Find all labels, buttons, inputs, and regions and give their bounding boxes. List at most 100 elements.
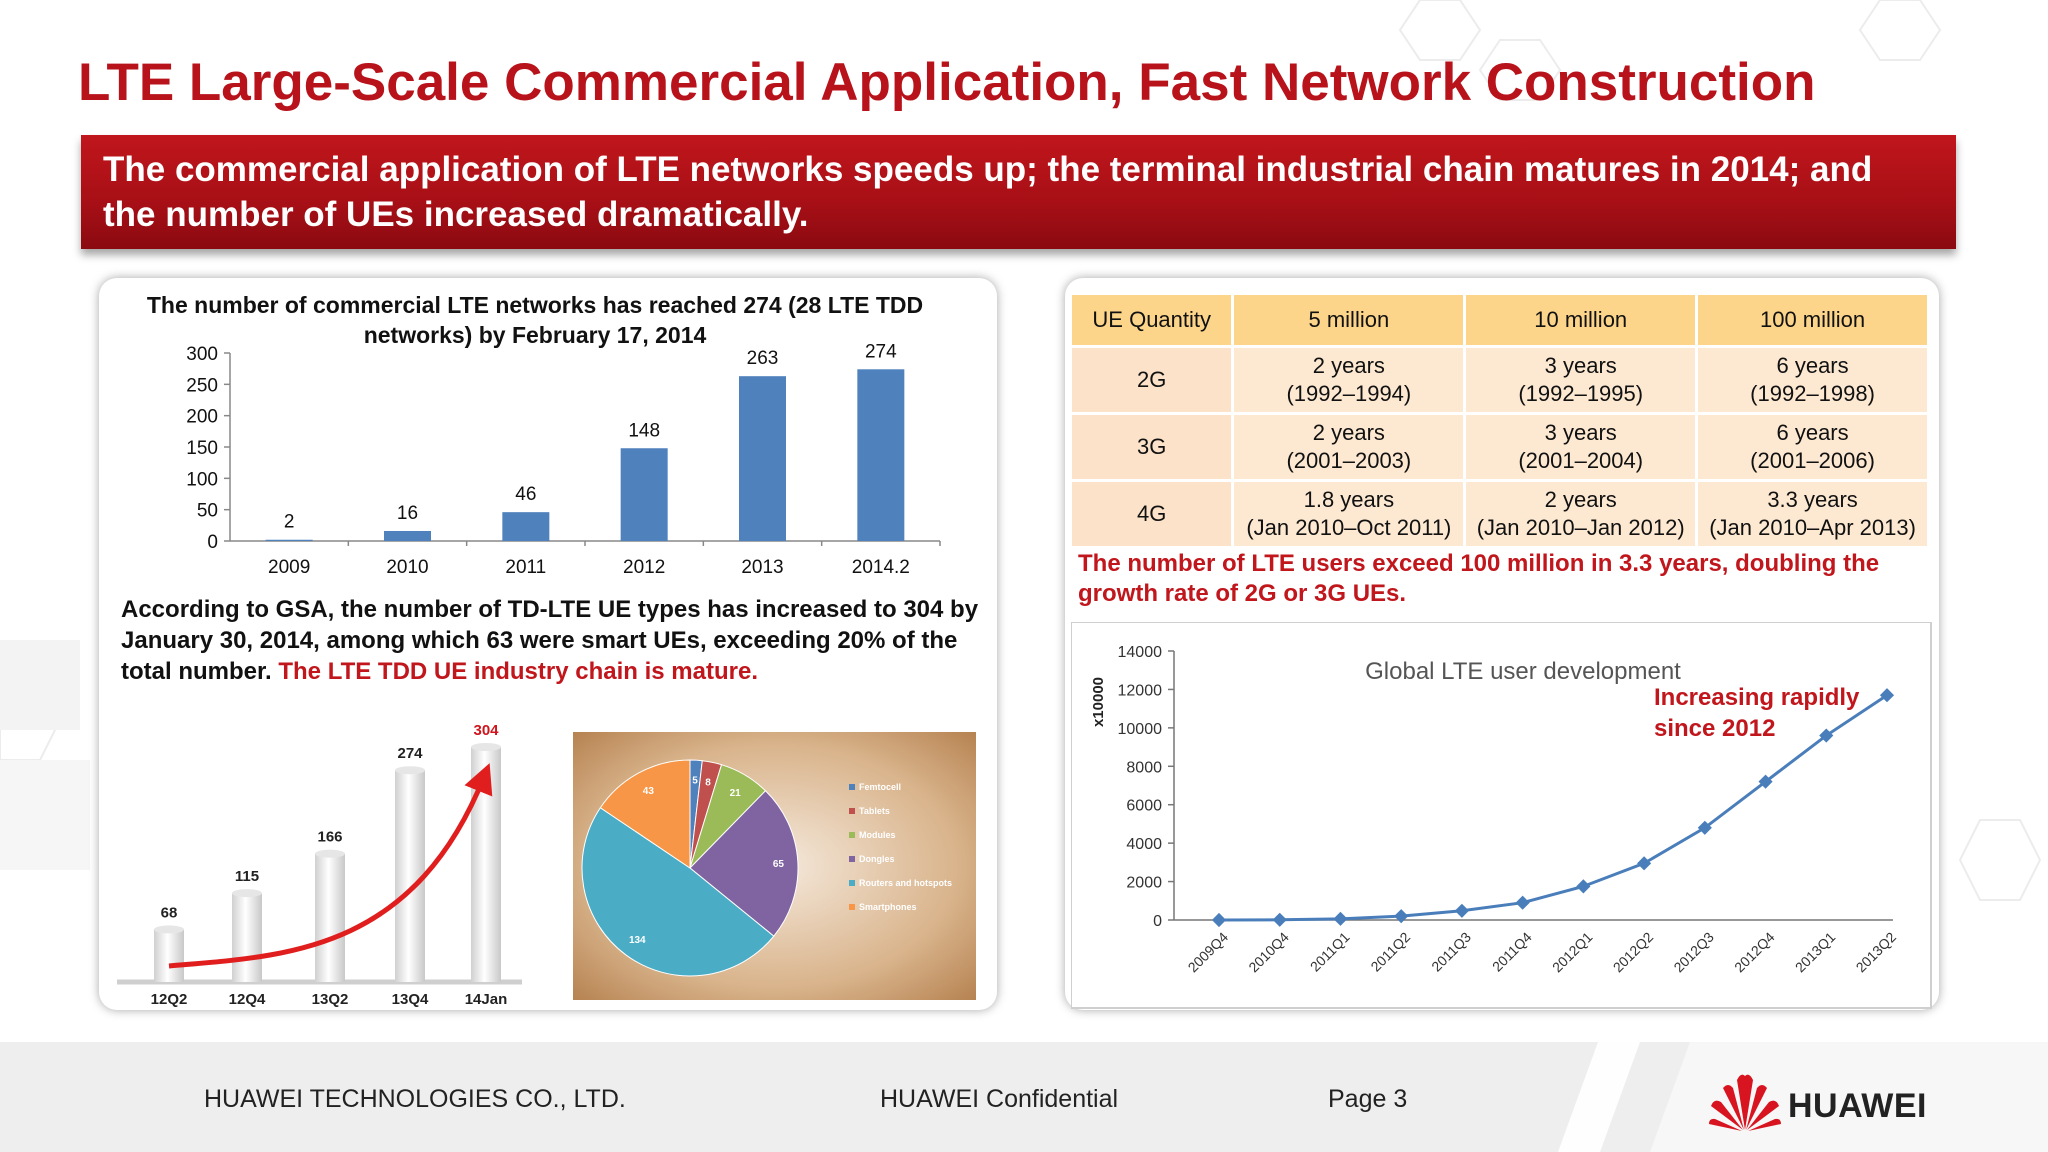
table-header-cell: UE Quantity: [1072, 295, 1232, 345]
data-label: 68: [161, 904, 178, 921]
data-label: 115: [235, 868, 259, 885]
legend-label: Smartphones: [859, 902, 917, 912]
slice-label: 5: [692, 776, 698, 787]
ue-types-bar-chart: 68 12Q2 115 12Q4 166 13Q2 274 13Q4 304 14Jan: [117, 722, 522, 1008]
table-cell: 3.3 years (Jan 2010–Apr 2013): [1698, 482, 1927, 546]
y-tick-label: 10000: [1118, 721, 1163, 738]
legend-swatch: [849, 904, 855, 910]
legend-label: Dongles: [859, 854, 895, 864]
y-tick-label: 200: [186, 407, 218, 428]
data-point: [1576, 879, 1591, 894]
bar: [471, 747, 501, 982]
x-tick-label: 14Jan: [465, 991, 508, 1008]
data-point: [1211, 912, 1227, 928]
y-tick-label: 4000: [1126, 836, 1162, 853]
bar: [857, 369, 905, 541]
x-tick-label: 12Q4: [229, 991, 266, 1008]
y-tick-label: 2000: [1126, 875, 1162, 892]
table-row: 4G 1.8 years (Jan 2010–Oct 2011) 2 years(…: [1072, 482, 1927, 546]
data-point: [1879, 688, 1895, 703]
networks-chart-title: The number of commercial LTE networks ha…: [146, 292, 924, 348]
table-header-cell: 10 million: [1466, 295, 1696, 345]
x-tick-label: 2011: [505, 557, 546, 578]
bar-top: [471, 743, 501, 751]
x-tick-label: 12Q2: [151, 991, 188, 1008]
y-tick-label: 14000: [1118, 644, 1163, 661]
trend-arrow: [168, 763, 493, 969]
banner-text: The commercial application of LTE networ…: [103, 150, 1873, 234]
lte-growth-note: The number of LTE users exceed 100 milli…: [1078, 550, 1880, 607]
data-label: 274: [397, 745, 423, 762]
huawei-logo-text: HUAWEI: [1788, 1087, 1927, 1125]
data-label: 304: [473, 722, 499, 739]
slice-label: 21: [730, 788, 742, 799]
x-tick-label: 2010: [386, 557, 428, 578]
summary-banner: The commercial application of LTE networ…: [81, 135, 1956, 249]
slice-label: 43: [643, 786, 655, 797]
data-point: [1272, 912, 1287, 927]
table-header-cell: 100 million: [1698, 295, 1927, 345]
bar: [154, 929, 184, 982]
bar: [502, 512, 550, 541]
table-cell: 6 years (2001–2006): [1698, 415, 1927, 479]
row-label: 2G: [1072, 348, 1232, 412]
y-tick-label: 100: [186, 469, 218, 490]
bar: [620, 448, 668, 541]
slice-label: 8: [705, 777, 711, 788]
data-label: 263: [747, 348, 779, 369]
legend-label: Tablets: [859, 806, 890, 816]
ue-type-pie-chart: 5 8 21 65 134 43 Femtocell Tablets Modules Dongle…: [573, 732, 976, 1000]
data-label: 274: [865, 341, 897, 362]
y-tick-label: 12000: [1118, 682, 1163, 699]
legend-swatch: [849, 784, 855, 790]
footer-company: HUAWEI TECHNOLOGIES CO., LTD.: [204, 1085, 626, 1113]
data-label: 148: [628, 420, 660, 441]
x-tick-label: 13Q4: [392, 991, 429, 1008]
table-cell: 2 years (1992–1994): [1234, 348, 1464, 412]
bar: [232, 893, 262, 982]
gsa-description: According to GSA, the number of TD-LTE U…: [121, 594, 981, 687]
table-cell: 3 years (2001–2004): [1466, 415, 1696, 479]
row-label: 4G: [1072, 482, 1232, 546]
bar: [265, 539, 313, 541]
gsa-text-normal: According to GSA, the number of TD-LTE U…: [121, 596, 979, 685]
commercial-networks-bar-chart: 0 50 100 150 200 250 300 2 2009 16 2010 46 2011 148 20…: [186, 341, 941, 578]
table-cell: 1.8 years (Jan 2010–Oct 2011): [1234, 482, 1464, 546]
slice-label: 65: [773, 859, 785, 870]
legend-swatch: [849, 808, 855, 814]
data-point: [1819, 728, 1834, 743]
x-tick-label: 2012: [623, 557, 665, 578]
data-label: 2: [284, 512, 295, 533]
bar: [739, 376, 786, 541]
series-line: [1218, 693, 1888, 922]
legend-label: Routers and hotspots: [859, 878, 952, 888]
pie-slice: [599, 759, 691, 869]
chart-title: Global LTE user development: [1365, 658, 1681, 685]
table-header-cell: 5 million: [1234, 295, 1464, 345]
x-tick-label: 2009: [268, 557, 310, 578]
table-cell: 2 years (2001–2003): [1234, 415, 1464, 479]
row-label: 3G: [1072, 415, 1232, 479]
bar-top: [315, 849, 345, 858]
bar: [395, 770, 425, 982]
data-label: 166: [317, 829, 342, 846]
bar-top: [395, 766, 425, 775]
x-tick-label: 13Q2: [312, 991, 349, 1008]
legend-label: Modules: [859, 830, 896, 840]
y-tick-label: 8000: [1126, 759, 1162, 776]
footer-band: [0, 1042, 2048, 1152]
footer-page-number: Page 3: [1328, 1085, 1408, 1113]
chart-annotation: since 2012: [1654, 715, 1775, 742]
y-tick-label: 250: [186, 375, 218, 396]
gsa-text-highlight: The LTE TDD UE industry chain is mature.: [278, 658, 758, 685]
bar-top: [154, 925, 184, 934]
pie-slice: [689, 790, 799, 937]
bar: [384, 530, 431, 541]
global-lte-user-line-chart: 0 2000 4000 6000 8000 10000 12000 14000 x10000 Gl…: [1071, 622, 1932, 1009]
y-tick-label: 0: [207, 532, 218, 553]
data-label: 46: [515, 484, 536, 505]
legend-label: Femtocell: [859, 782, 901, 792]
y-tick-label: 0: [1153, 913, 1162, 930]
y-tick-label: 300: [186, 344, 218, 365]
